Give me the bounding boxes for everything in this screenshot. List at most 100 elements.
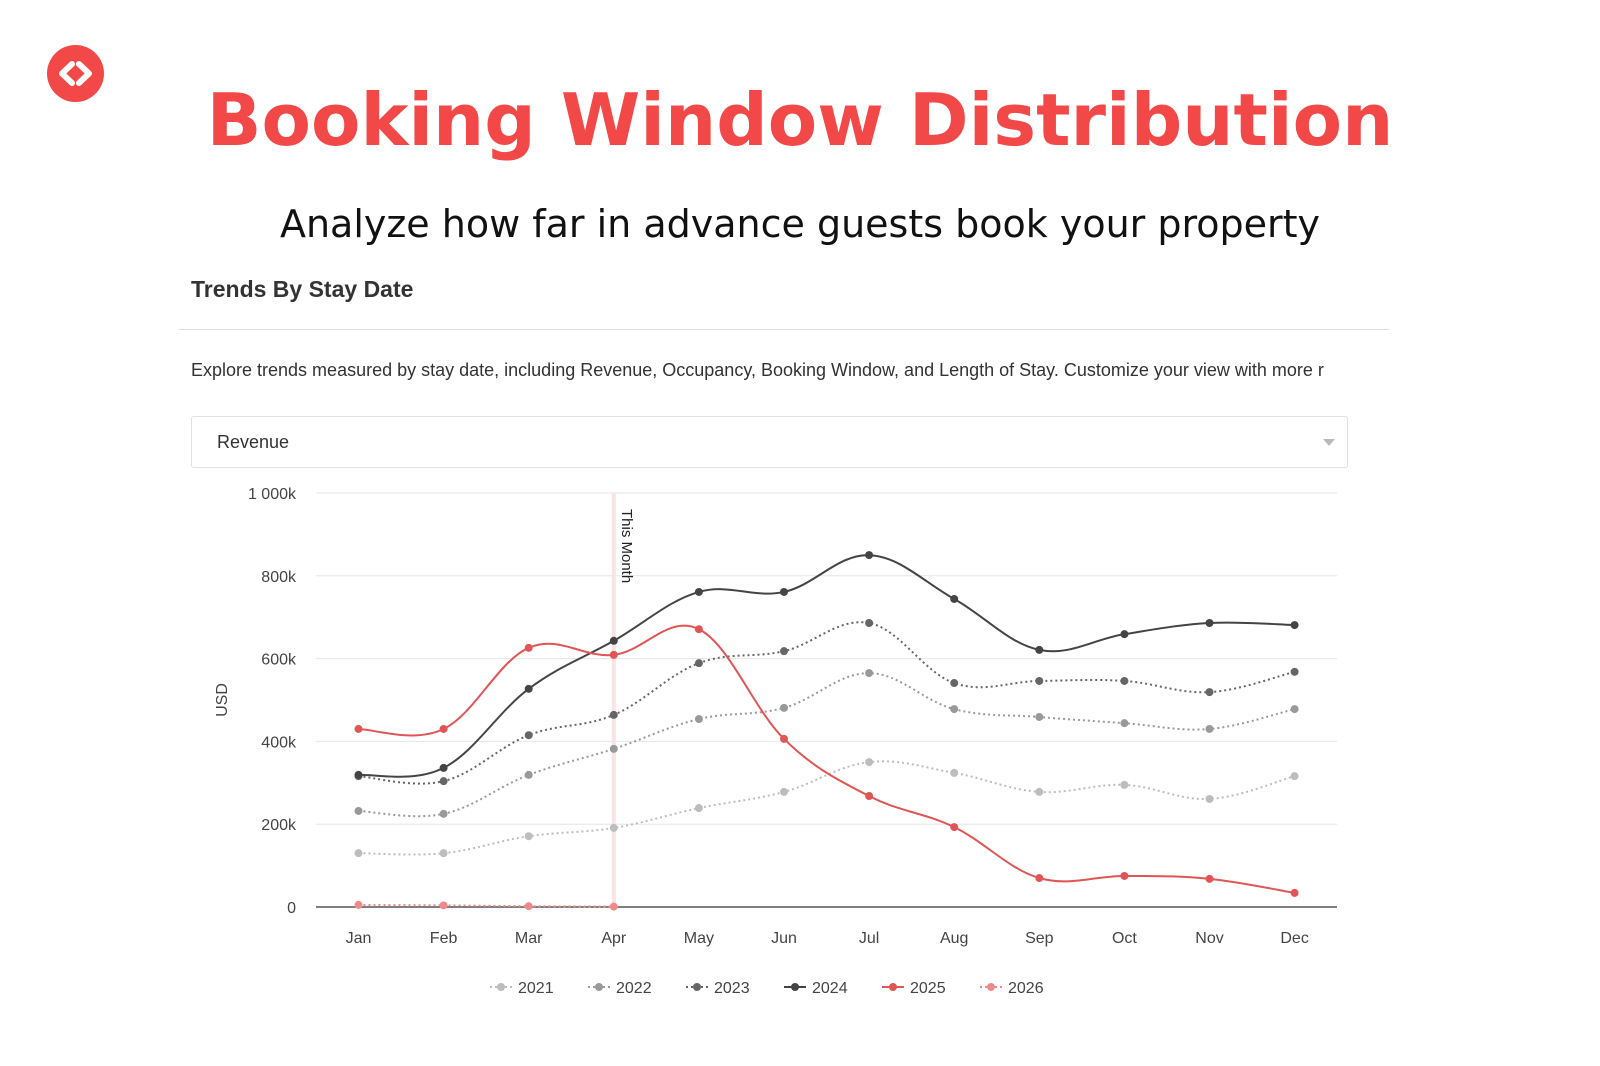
- data-point-2025: [950, 823, 959, 832]
- page-title: Booking Window Distribution: [206, 78, 1394, 162]
- data-point-2023: [694, 659, 703, 668]
- x-tick-label: Apr: [601, 930, 627, 947]
- data-point-2026: [609, 902, 618, 911]
- data-point-2022: [439, 809, 448, 818]
- card-title: Trends By Stay Date: [191, 276, 414, 302]
- data-point-2024: [1120, 630, 1129, 639]
- data-point-2025: [354, 724, 363, 733]
- data-point-2024: [694, 587, 703, 596]
- legend-label[interactable]: 2022: [616, 980, 652, 997]
- legend-marker-2022: [595, 983, 603, 991]
- data-point-2025: [439, 724, 448, 733]
- data-point-2021: [694, 804, 703, 813]
- data-point-2022: [1120, 719, 1129, 728]
- data-point-2026: [524, 902, 533, 911]
- data-point-2024: [1205, 618, 1214, 627]
- x-tick-label: Nov: [1195, 930, 1223, 947]
- data-point-2023: [780, 647, 788, 656]
- legend-label[interactable]: 2025: [910, 980, 946, 997]
- this-month-band: [611, 493, 616, 907]
- data-point-2025: [1035, 874, 1044, 883]
- series-line-2021: [358, 760, 1295, 856]
- data-point-2022: [694, 715, 703, 724]
- y-tick-label: 1 000k: [248, 486, 297, 503]
- x-tick-label: Jun: [771, 930, 797, 947]
- x-tick-label: Oct: [1112, 930, 1137, 947]
- data-point-2022: [780, 703, 788, 712]
- code-brackets-icon: [59, 61, 92, 86]
- data-point-2024: [780, 587, 788, 596]
- data-point-2026: [354, 900, 363, 909]
- data-point-2021: [524, 832, 533, 841]
- data-point-2021: [1290, 772, 1299, 781]
- x-tick-label: May: [684, 930, 714, 947]
- data-point-2022: [524, 770, 533, 779]
- legend-label[interactable]: 2023: [714, 980, 750, 997]
- data-point-2021: [1120, 780, 1129, 789]
- data-point-2024: [354, 770, 363, 779]
- y-tick-label: 600k: [261, 652, 297, 669]
- legend-label[interactable]: 2024: [812, 980, 848, 997]
- metric-select[interactable]: Revenue: [191, 416, 1348, 468]
- data-point-2025: [1120, 871, 1129, 880]
- legend-marker-2024: [791, 983, 799, 991]
- divider: [179, 329, 1389, 330]
- x-tick-label: Sep: [1025, 930, 1054, 947]
- data-point-2022: [865, 669, 874, 678]
- legend-marker-2025: [889, 983, 897, 991]
- data-point-2021: [865, 758, 874, 767]
- y-tick-label: 0: [287, 900, 296, 917]
- data-point-2022: [609, 744, 618, 753]
- data-point-2021: [950, 768, 959, 777]
- data-point-2022: [950, 705, 959, 714]
- data-point-2026: [439, 901, 448, 910]
- data-point-2023: [609, 710, 618, 719]
- data-point-2022: [1290, 705, 1299, 714]
- data-point-2021: [354, 849, 363, 858]
- x-tick-label: Mar: [515, 930, 543, 947]
- y-tick-label: 800k: [261, 569, 297, 586]
- data-point-2021: [439, 849, 448, 858]
- this-month-label: This Month: [618, 509, 635, 583]
- data-point-2025: [1290, 888, 1299, 897]
- legend-marker-2021: [497, 983, 505, 991]
- data-point-2024: [524, 684, 533, 693]
- data-point-2023: [524, 731, 533, 740]
- y-tick-label: 400k: [261, 734, 297, 751]
- data-point-2021: [780, 787, 788, 796]
- legend-marker-2023: [693, 983, 701, 991]
- y-tick-label: 200k: [261, 817, 297, 834]
- data-point-2022: [1205, 724, 1214, 733]
- x-tick-label: Aug: [940, 930, 968, 947]
- series-line-2026: [358, 903, 614, 908]
- data-point-2023: [1205, 688, 1214, 697]
- data-point-2024: [439, 763, 448, 772]
- data-point-2023: [1120, 676, 1129, 685]
- page-subtitle: Analyze how far in advance guests book y…: [279, 202, 1321, 246]
- data-point-2023: [1035, 676, 1044, 685]
- data-point-2024: [865, 551, 874, 560]
- data-point-2025: [524, 643, 533, 652]
- x-tick-label: Feb: [430, 930, 458, 947]
- x-tick-label: Dec: [1280, 930, 1308, 947]
- legend-label[interactable]: 2026: [1008, 980, 1044, 997]
- series-line-2022: [358, 672, 1295, 818]
- data-point-2024: [609, 636, 618, 645]
- metric-select-value: Revenue: [217, 432, 290, 452]
- data-point-2021: [1205, 794, 1214, 803]
- x-tick-label: Jan: [346, 930, 372, 947]
- data-point-2025: [609, 650, 618, 659]
- data-point-2021: [1035, 787, 1044, 796]
- chevron-down-icon[interactable]: [1323, 439, 1335, 446]
- data-point-2024: [1290, 621, 1299, 630]
- data-point-2023: [865, 618, 874, 627]
- data-point-2023: [439, 777, 448, 786]
- data-point-2022: [354, 806, 363, 815]
- y-axis-label: USD: [214, 683, 231, 717]
- logo: [47, 45, 104, 102]
- series-line-2025: [358, 624, 1295, 894]
- legend-label[interactable]: 2021: [518, 980, 554, 997]
- data-point-2024: [1035, 645, 1044, 654]
- data-point-2024: [950, 594, 959, 603]
